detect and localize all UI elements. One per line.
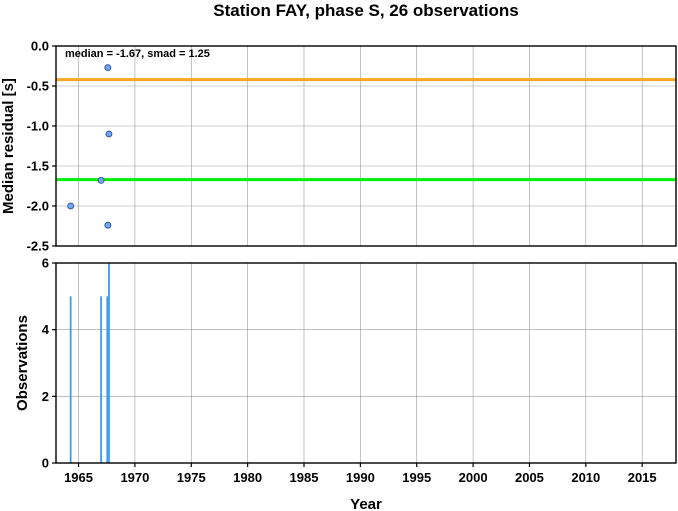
residual-point — [104, 64, 112, 71]
chart-title: Station FAY, phase S, 26 observations — [213, 1, 518, 20]
residual-grid — [56, 45, 676, 247]
residual-y-tick-label: -0.5 — [27, 79, 49, 94]
observation-bar — [108, 263, 110, 463]
residual-y-tick-label: -1.0 — [27, 119, 49, 134]
x-tick-label: 2000 — [459, 470, 488, 485]
residual-y-tick-label: -1.5 — [27, 159, 49, 174]
observations-y-tick-label: 6 — [42, 256, 49, 271]
x-tick-label: 2005 — [515, 470, 544, 485]
observation-bar — [106, 296, 109, 463]
observations-grid — [56, 262, 676, 464]
residual-reference-lines — [56, 78, 676, 182]
observations-panel: 0 2 4 6 1965 1970 1975 1980 1985 1990 1995 2000 200… — [14, 256, 677, 511]
observation-bar — [100, 296, 102, 463]
residual-y-axis-label: Median residual [s] — [0, 78, 17, 214]
x-tick-label: 1975 — [177, 470, 206, 485]
x-tick-label: 1980 — [233, 470, 262, 485]
residual-point — [97, 176, 105, 184]
observations-y-axis-label: Observations — [14, 315, 31, 411]
year-x-ticks: 1965 1970 1975 1980 1985 1990 1995 2000 2005 2010… — [64, 463, 657, 485]
year-x-axis-label: Year — [350, 496, 382, 511]
residual-y-tick-label: -2.0 — [27, 199, 49, 214]
x-tick-label: 1995 — [402, 470, 431, 485]
median-annotation: median = -1.67, smad = 1.25 — [65, 48, 210, 60]
residual-point — [104, 221, 112, 229]
residual-point — [105, 130, 113, 138]
x-tick-label: 1985 — [290, 470, 319, 485]
x-tick-label: 2010 — [571, 470, 600, 485]
observations-bars — [69, 263, 110, 463]
observations-y-tick-label: 2 — [42, 389, 49, 404]
x-tick-label: 2015 — [628, 470, 657, 485]
residual-y-tick-label: 0.0 — [31, 39, 49, 54]
observations-y-tick-label: 0 — [42, 456, 49, 471]
x-tick-label: 1965 — [64, 470, 93, 485]
observations-frame — [55, 262, 677, 464]
residual-y-tick-label: -2.5 — [27, 239, 49, 254]
observations-y-tick-label: 4 — [42, 322, 50, 337]
residual-frame — [55, 45, 677, 247]
observation-bar — [69, 296, 72, 463]
x-tick-label: 1970 — [120, 470, 149, 485]
residual-points — [67, 64, 113, 229]
residual-y-ticks: 0.0 -0.5 -1.0 -1.5 -2.0 -2.5 — [27, 39, 56, 254]
x-tick-label: 1990 — [346, 470, 375, 485]
observations-y-ticks: 0 2 4 6 — [42, 256, 56, 471]
residual-panel: 0.0 -0.5 -1.0 -1.5 -2.0 -2.5 median = -1.67, … — [0, 39, 677, 254]
residual-point — [67, 202, 75, 210]
